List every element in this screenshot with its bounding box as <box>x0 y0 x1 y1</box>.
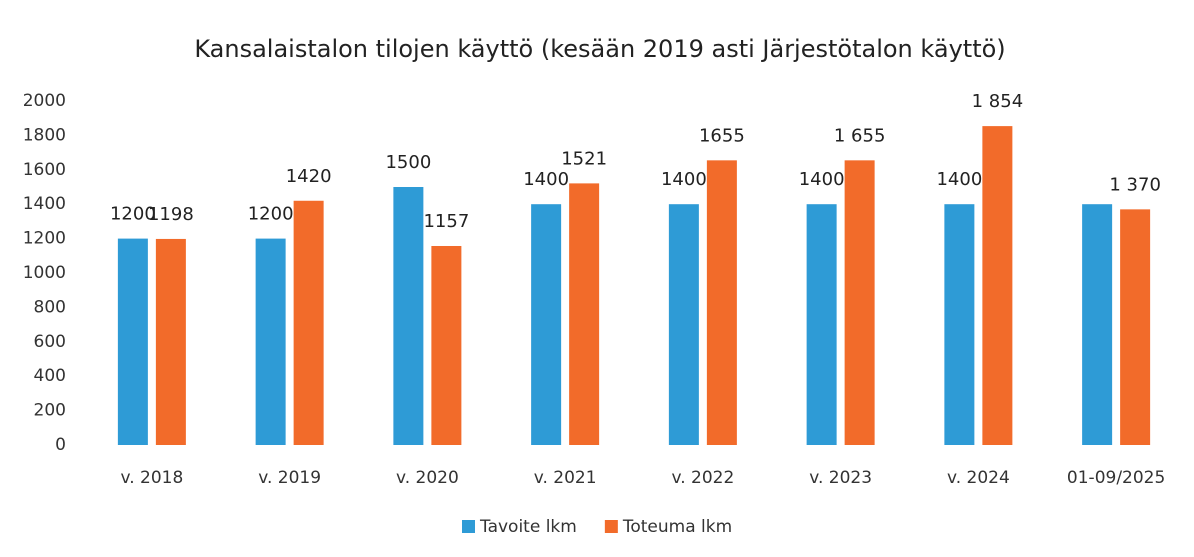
data-label: 1400 <box>936 169 982 190</box>
y-tick-label: 400 <box>34 366 66 386</box>
y-tick-label: 200 <box>34 401 66 421</box>
y-tick-label: 1200 <box>23 229 66 249</box>
y-tick-label: 1000 <box>23 263 66 283</box>
x-tick-label: v. 2019 <box>258 468 321 488</box>
bar <box>431 245 462 445</box>
data-label: 1400 <box>661 169 707 190</box>
bar <box>1120 209 1151 445</box>
bar <box>806 204 837 445</box>
bar <box>668 204 699 445</box>
bar <box>569 183 600 445</box>
data-label: 1200 <box>248 204 294 225</box>
bar <box>255 238 286 445</box>
y-tick-label: 2000 <box>23 91 66 111</box>
data-label: 1400 <box>523 169 569 190</box>
data-label: 1 370 <box>1109 174 1161 195</box>
bar <box>117 238 148 445</box>
legend-label: Toteuma lkm <box>622 517 732 537</box>
y-tick-label: 800 <box>34 297 66 317</box>
data-label: 1200 <box>110 204 156 225</box>
legend-swatch <box>462 520 475 533</box>
data-label: 1400 <box>799 169 845 190</box>
data-label: 1655 <box>699 125 745 146</box>
bar <box>1082 204 1113 445</box>
bar <box>155 238 186 445</box>
y-tick-label: 1800 <box>23 125 66 145</box>
data-label: 1500 <box>385 152 431 173</box>
y-tick-label: 1400 <box>23 194 66 214</box>
bar <box>982 126 1013 445</box>
bar <box>293 200 324 445</box>
legend-swatch <box>604 520 618 533</box>
y-tick-label: 600 <box>34 332 66 352</box>
x-tick-label: v. 2022 <box>671 468 734 488</box>
data-label: 1 655 <box>834 125 886 146</box>
x-tick-label: 01-09/2025 <box>1067 468 1165 488</box>
legend-label: Tavoite lkm <box>479 517 577 537</box>
y-tick-label: 1600 <box>23 160 66 180</box>
bar <box>844 160 875 445</box>
data-label: 1521 <box>561 148 607 169</box>
chart-title: Kansalaistalon tilojen käyttö (kesään 20… <box>194 35 1005 63</box>
bar <box>944 204 975 445</box>
data-label: 1420 <box>286 166 332 187</box>
x-tick-label: v. 2020 <box>396 468 459 488</box>
x-tick-label: v. 2018 <box>120 468 183 488</box>
bar <box>531 204 562 445</box>
data-label: 1157 <box>423 211 469 232</box>
y-tick-label: 0 <box>55 435 66 455</box>
x-tick-label: v. 2024 <box>947 468 1010 488</box>
bar <box>393 187 424 445</box>
bar <box>706 160 737 445</box>
x-tick-label: v. 2023 <box>809 468 872 488</box>
data-label: 1198 <box>148 204 194 225</box>
data-label: 1 854 <box>972 91 1024 112</box>
x-tick-label: v. 2021 <box>534 468 597 488</box>
